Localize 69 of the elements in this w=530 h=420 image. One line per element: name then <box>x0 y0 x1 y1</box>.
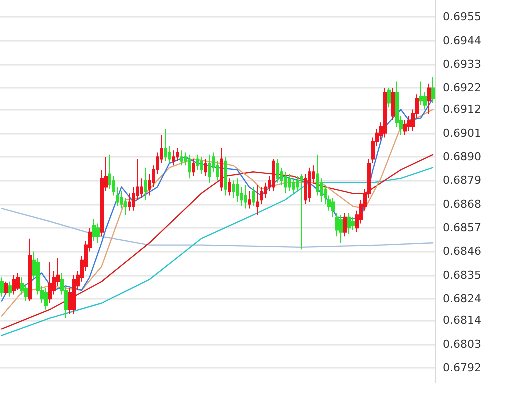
y-tick-label: 0.6792 <box>443 361 482 374</box>
candlestick <box>176 148 179 162</box>
candlestick <box>232 180 235 198</box>
y-tick-label: 0.6955 <box>443 10 482 24</box>
candlestick <box>284 172 287 194</box>
candlestick <box>172 150 175 166</box>
candlestick <box>236 178 239 203</box>
y-tick-label: 0.6901 <box>443 126 482 140</box>
y-tick-label: 0.6912 <box>443 103 482 116</box>
candlestick <box>260 186 263 205</box>
candlestick <box>208 154 211 184</box>
candlestick <box>16 272 20 291</box>
candlestick <box>4 281 8 296</box>
candlestick <box>343 212 347 238</box>
candlestick <box>48 262 52 304</box>
candlestick <box>276 158 279 184</box>
candlestick <box>256 184 259 216</box>
candlestick <box>387 88 391 108</box>
candlestick <box>12 274 16 296</box>
candlestick <box>339 214 343 244</box>
candlestick <box>292 178 295 194</box>
y-tick-label: 0.6803 <box>443 338 482 351</box>
candlestick <box>96 223 100 244</box>
y-tick-label: 0.6944 <box>443 34 482 48</box>
candlestick <box>196 154 199 170</box>
candlestick <box>431 76 435 104</box>
candlestick <box>0 277 4 298</box>
candlestick <box>427 83 431 115</box>
candlestick <box>308 167 311 203</box>
candlestick <box>204 158 207 177</box>
candlestick <box>92 218 96 242</box>
candlestick <box>28 238 32 302</box>
candlestick <box>228 178 231 196</box>
candlestick <box>300 174 303 250</box>
candlestick <box>164 128 167 162</box>
candlestick <box>288 174 291 192</box>
candlestick <box>403 120 407 136</box>
candlestick <box>383 88 387 138</box>
candlestick <box>44 288 48 310</box>
candlestick <box>224 156 227 196</box>
candlestick <box>391 88 395 121</box>
y-tick-label: 0.6922 <box>443 82 482 95</box>
y-tick-label: 0.6835 <box>443 268 482 282</box>
candlestick <box>331 197 335 218</box>
y-tick-label: 0.6824 <box>443 292 482 306</box>
candlestick <box>180 150 183 166</box>
candlestick <box>144 167 147 201</box>
y-tick-label: 0.6890 <box>443 150 482 164</box>
y-tick-label: 0.6933 <box>443 58 482 72</box>
y-tick-label: 0.6814 <box>443 314 482 328</box>
candlestick <box>419 81 423 106</box>
candlestick <box>220 148 223 192</box>
candlestick <box>351 216 355 231</box>
candlestick <box>200 156 203 175</box>
candlestick <box>248 191 251 210</box>
line-series <box>1 208 434 248</box>
candlestick <box>8 281 12 298</box>
candlestick <box>116 186 119 208</box>
candlestick <box>72 274 76 315</box>
y-tick-label: 0.6879 <box>443 174 482 188</box>
candlestick <box>252 186 255 208</box>
candlestick <box>244 184 247 210</box>
candlestick <box>192 158 195 177</box>
y-tick-label: 0.6868 <box>443 198 482 211</box>
y-tick-label: 0.6846 <box>443 245 482 258</box>
y-tick-label: 0.6857 <box>443 222 482 235</box>
candlestick <box>188 154 191 180</box>
candlestick <box>347 212 351 236</box>
candlestick <box>272 158 275 192</box>
